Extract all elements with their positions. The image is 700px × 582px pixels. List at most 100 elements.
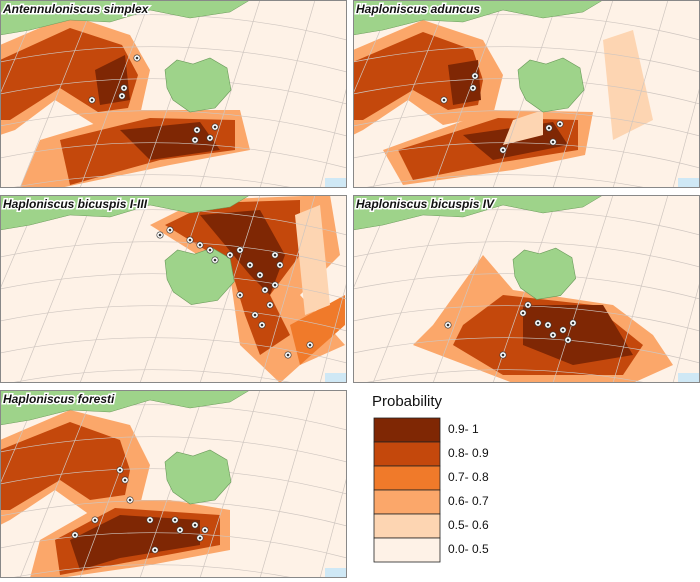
panel-title: Haploniscus bicuspis I-III xyxy=(3,197,148,211)
sample-site-center xyxy=(158,233,162,237)
graticule xyxy=(0,532,347,559)
graticule xyxy=(432,0,504,188)
graticule xyxy=(672,280,700,383)
sample-site-center xyxy=(135,56,139,60)
graticule xyxy=(432,195,504,383)
probability-area xyxy=(448,60,481,105)
sample-site-center xyxy=(153,548,157,552)
probability-area xyxy=(290,295,345,365)
legend-swatch xyxy=(373,441,441,467)
panel-frame xyxy=(0,0,347,188)
graticule xyxy=(199,390,261,578)
iceland xyxy=(164,57,232,113)
sample-site-center xyxy=(253,313,257,317)
sample-site-center xyxy=(473,74,477,78)
graticule xyxy=(0,110,347,137)
sample-site-center xyxy=(148,518,152,522)
panel-title: Haploniscus foresti xyxy=(3,392,115,406)
graticule xyxy=(319,475,347,578)
sample-site-center xyxy=(260,323,264,327)
sample-site-center xyxy=(501,148,505,152)
sample-site-center xyxy=(208,136,212,140)
sample-site-center xyxy=(123,478,127,482)
sample-site-center xyxy=(571,321,575,325)
graticule xyxy=(79,390,151,578)
sample-site-center xyxy=(93,518,97,522)
graticule xyxy=(79,195,151,383)
probability-area xyxy=(523,305,633,365)
map-panel: Haploniscus bicuspis I-III xyxy=(0,195,347,383)
graticule xyxy=(319,85,347,188)
graticule xyxy=(353,337,700,364)
graticule xyxy=(0,337,347,364)
sample-site-center xyxy=(546,323,550,327)
legend-title: Probability xyxy=(372,393,443,410)
sample-site-center xyxy=(238,248,242,252)
graticule xyxy=(361,174,649,188)
sample-site-center xyxy=(213,258,217,262)
legend-swatch xyxy=(373,537,441,563)
sample-site-center xyxy=(193,523,197,527)
legend-label: 0.0- 0.5 xyxy=(448,542,489,556)
sample-site-center xyxy=(213,125,217,129)
sample-site-center xyxy=(238,293,242,297)
legend-swatch xyxy=(373,513,441,539)
legend-label: 0.8- 0.9 xyxy=(448,446,489,460)
ice-patch xyxy=(678,178,700,188)
sample-site-center xyxy=(561,328,565,332)
graticule xyxy=(0,195,41,290)
sample-site-center xyxy=(521,311,525,315)
sample-site-center xyxy=(566,338,570,342)
sample-site-center xyxy=(526,303,530,307)
map-panel: Antennuloniscus simplex xyxy=(0,0,347,188)
graticule xyxy=(552,0,614,188)
sample-site-center xyxy=(263,288,267,292)
sample-site-center xyxy=(268,303,272,307)
sample-site-center xyxy=(286,353,290,357)
greenland xyxy=(0,0,251,36)
graticule xyxy=(672,85,700,188)
map-panel: Haploniscus bicuspis IV xyxy=(353,195,700,383)
graticule xyxy=(0,0,41,95)
sample-site-center xyxy=(178,528,182,532)
graticule xyxy=(353,0,394,95)
sample-site-center xyxy=(198,243,202,247)
sample-site-center xyxy=(193,138,197,142)
legend-swatch xyxy=(373,417,441,443)
graticule xyxy=(8,369,296,383)
legend-label: 0.5- 0.6 xyxy=(448,518,489,532)
ice-patch xyxy=(325,568,347,578)
sample-site-center xyxy=(128,498,132,502)
graticule xyxy=(199,195,261,383)
sample-site-center xyxy=(446,323,450,327)
sample-site-center xyxy=(198,536,202,540)
sample-site-center xyxy=(308,343,312,347)
panel-frame xyxy=(0,390,347,578)
sample-site-center xyxy=(248,263,252,267)
greenland xyxy=(353,0,604,36)
ice-patch xyxy=(325,373,347,383)
probability-area xyxy=(200,210,285,295)
sample-site-center xyxy=(551,333,555,337)
probability-area xyxy=(70,515,200,570)
graticule xyxy=(0,46,347,73)
sample-site-center xyxy=(188,238,192,242)
graticule xyxy=(19,0,96,188)
sample-site-center xyxy=(273,283,277,287)
sample-site-center xyxy=(558,122,562,126)
graticule xyxy=(8,564,296,578)
greenland xyxy=(353,195,604,231)
graticule xyxy=(19,195,96,383)
map-panel: Haploniscus foresti xyxy=(0,390,347,578)
graticule xyxy=(372,0,449,188)
ice-patch xyxy=(678,373,700,383)
graticule xyxy=(612,195,669,383)
graticule xyxy=(372,195,449,383)
iceland xyxy=(164,449,232,505)
sample-site-center xyxy=(551,140,555,144)
probability-area xyxy=(603,30,653,140)
graticule xyxy=(199,0,261,188)
graticule xyxy=(0,142,347,169)
graticule xyxy=(79,0,151,188)
